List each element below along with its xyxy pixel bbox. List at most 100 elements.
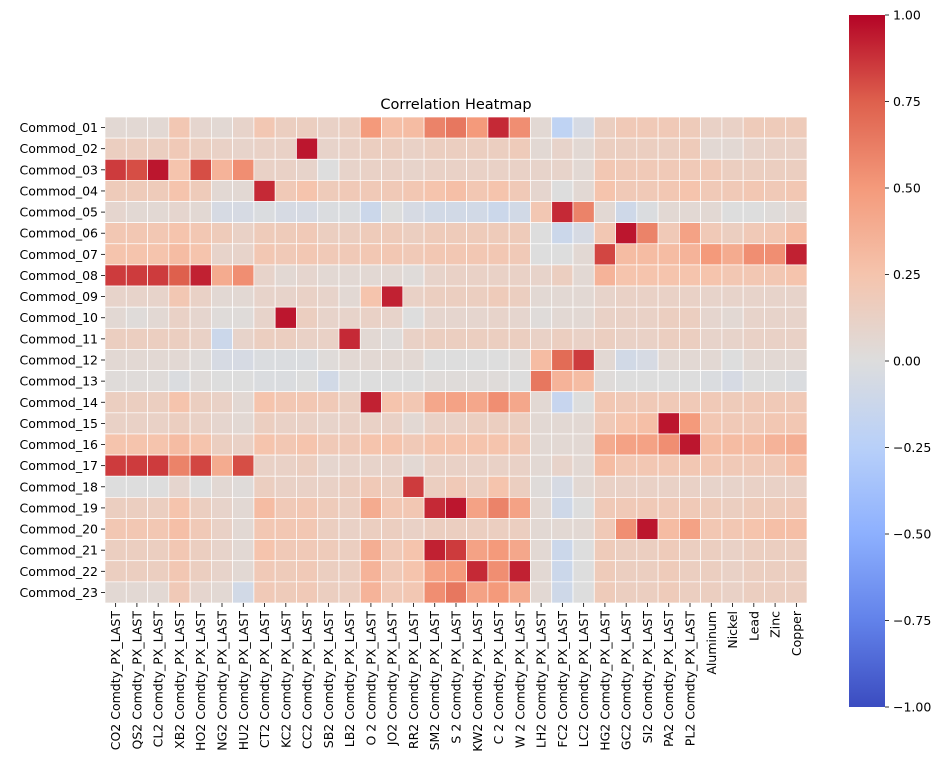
heatmap-cell [296, 433, 319, 456]
heatmap-cell [423, 433, 446, 456]
heatmap-cell [104, 137, 127, 160]
heatmap-cell [423, 349, 446, 371]
heatmap-cell [657, 285, 680, 308]
heatmap-cell [764, 116, 787, 139]
heatmap-cell [721, 180, 744, 202]
heatmap-cell [359, 581, 382, 604]
heatmap-cell [274, 370, 297, 393]
heatmap-cell [232, 137, 255, 160]
heatmap-cell [189, 306, 212, 329]
column-label: Lead [746, 611, 761, 641]
row-label: Commod_01 [20, 120, 98, 135]
heatmap-cell [785, 327, 808, 350]
heatmap-cell [274, 581, 297, 604]
heatmap-cell [721, 412, 744, 435]
heatmap-cell [402, 349, 425, 371]
row-labels: Commod_01 Commod_02 Commod_03 Commod_04 Comm… [20, 120, 105, 600]
heatmap-cell [274, 433, 297, 456]
heatmap-cell [317, 454, 340, 477]
heatmap-cell [147, 349, 170, 371]
heatmap-cell [445, 306, 467, 329]
heatmap-cell [211, 539, 233, 562]
heatmap-cell [742, 539, 765, 562]
heatmap-cell [423, 222, 446, 245]
heatmap-cell [572, 201, 595, 224]
heatmap-cell [445, 180, 467, 202]
heatmap-cell [679, 180, 701, 202]
heatmap-cell [359, 391, 382, 414]
heatmap-cell [296, 285, 319, 308]
column-label: JO2 Comdty_PX_LAST [385, 611, 400, 747]
heatmap-cell [700, 412, 723, 435]
heatmap-cell [338, 222, 361, 245]
heatmap-cell [189, 412, 212, 435]
heatmap-cell [764, 285, 787, 308]
heatmap-cell [338, 201, 361, 224]
heatmap-cell [657, 306, 680, 329]
heatmap-cell [359, 180, 382, 202]
heatmap-cell [572, 518, 595, 540]
heatmap-cell [296, 349, 319, 371]
heatmap-cell [381, 497, 404, 519]
heatmap-cell [593, 539, 616, 562]
heatmap-cell [530, 518, 553, 540]
heatmap-cell [657, 349, 680, 371]
column-label: QS2 Comdty_PX_LAST [129, 611, 144, 750]
heatmap-cell [721, 454, 744, 477]
heatmap-cell [657, 180, 680, 202]
heatmap-cell [742, 116, 765, 139]
heatmap-cell [593, 327, 616, 350]
heatmap-cell [657, 391, 680, 414]
heatmap-cell [104, 201, 127, 224]
heatmap-cell [572, 454, 595, 477]
heatmap-cell [657, 581, 680, 604]
heatmap-cell [615, 243, 638, 266]
heatmap-cell [508, 497, 531, 519]
colorbar: 1.00 0.75 0.50 0.25 0.00 −0.25 −0.50 −0.75 −1.00 [849, 8, 931, 715]
heatmap-cell [593, 581, 616, 604]
heatmap-cell [487, 201, 510, 224]
heatmap-cell [785, 581, 808, 604]
heatmap-cell [381, 433, 404, 456]
heatmap-cell [423, 454, 446, 477]
heatmap-cell [487, 285, 510, 308]
heatmap-cell [530, 349, 553, 371]
heatmap-cell [636, 158, 659, 181]
chart-title: Correlation Heatmap [380, 97, 531, 113]
heatmap-cell [317, 180, 340, 202]
heatmap-cell [104, 497, 127, 519]
row-label: Commod_20 [20, 522, 99, 537]
heatmap-cell [572, 560, 595, 583]
heatmap-cell [189, 454, 212, 477]
heatmap-cell [721, 370, 744, 393]
heatmap-cell [508, 454, 531, 477]
heatmap-cell [530, 497, 553, 519]
heatmap-cell [125, 454, 148, 477]
heatmap-cell [211, 560, 233, 583]
heatmap-cell [721, 264, 744, 287]
heatmap-cell [253, 158, 276, 181]
heatmap-cell [466, 116, 489, 139]
heatmap-cell [636, 201, 659, 224]
heatmap-cell [700, 264, 723, 287]
colorbar-tick-label: −1.00 [893, 700, 931, 715]
heatmap-cell [551, 560, 574, 583]
heatmap-cell [104, 306, 127, 329]
heatmap-cell [359, 497, 382, 519]
heatmap-cell [402, 560, 425, 583]
heatmap-cell [381, 180, 404, 202]
heatmap-cell [615, 116, 638, 139]
heatmap-cell [381, 581, 404, 604]
heatmap-cell [615, 560, 638, 583]
heatmap-cell [211, 201, 233, 224]
heatmap-cell [232, 349, 255, 371]
heatmap-cell [189, 137, 212, 160]
heatmap-cell [764, 539, 787, 562]
heatmap-cell [593, 306, 616, 329]
heatmap-cell [104, 581, 127, 604]
heatmap-cell [636, 497, 659, 519]
heatmap-cell [508, 391, 531, 414]
column-label: FC2 Comdty_PX_LAST [555, 611, 570, 748]
heatmap-cell [189, 327, 212, 350]
heatmap-cell [359, 349, 382, 371]
